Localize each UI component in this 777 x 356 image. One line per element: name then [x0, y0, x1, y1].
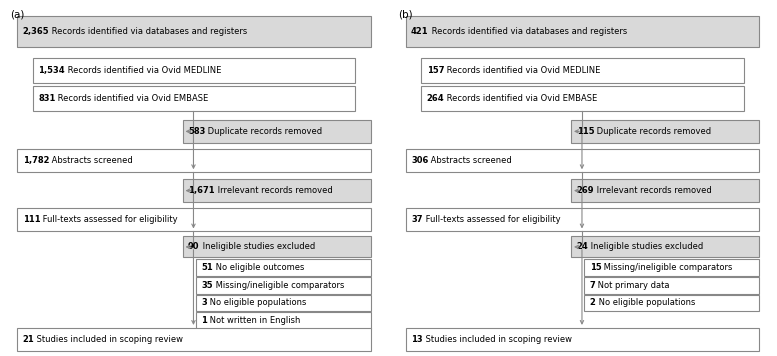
- Text: 7: 7: [590, 281, 595, 290]
- Text: 21: 21: [23, 335, 34, 344]
- Bar: [584, 277, 759, 294]
- Text: 831: 831: [38, 94, 55, 103]
- Text: Full-texts assessed for eligibility: Full-texts assessed for eligibility: [40, 215, 178, 224]
- Bar: [17, 149, 371, 172]
- Text: Abstracts screened: Abstracts screened: [49, 156, 133, 165]
- Bar: [196, 294, 371, 312]
- Bar: [17, 328, 371, 351]
- Text: 1,671: 1,671: [188, 186, 214, 195]
- Text: 157: 157: [427, 66, 444, 75]
- Text: Full-texts assessed for eligibility: Full-texts assessed for eligibility: [423, 215, 560, 224]
- Bar: [406, 16, 759, 47]
- Text: (b): (b): [399, 10, 413, 20]
- Text: Ineligible studies excluded: Ineligible studies excluded: [200, 242, 315, 251]
- Text: Duplicate records removed: Duplicate records removed: [205, 127, 322, 136]
- Bar: [17, 208, 371, 231]
- Text: 111: 111: [23, 215, 40, 224]
- Bar: [183, 179, 371, 202]
- Text: Records identified via databases and registers: Records identified via databases and reg…: [49, 27, 247, 36]
- Text: Ineligible studies excluded: Ineligible studies excluded: [588, 242, 703, 251]
- Bar: [183, 236, 371, 257]
- Bar: [421, 87, 744, 111]
- Bar: [406, 149, 759, 172]
- Text: (a): (a): [10, 10, 25, 20]
- Text: Missing/ineligible comparators: Missing/ineligible comparators: [601, 263, 733, 272]
- Text: Irrelevant records removed: Irrelevant records removed: [594, 186, 712, 195]
- Text: Irrelevant records removed: Irrelevant records removed: [214, 186, 333, 195]
- Text: 306: 306: [411, 156, 428, 165]
- Text: 3: 3: [201, 298, 207, 308]
- Text: 51: 51: [201, 263, 213, 272]
- Text: No eligible populations: No eligible populations: [207, 298, 306, 308]
- Text: 264: 264: [427, 94, 444, 103]
- Text: 1: 1: [201, 316, 207, 325]
- Text: Studies included in scoping review: Studies included in scoping review: [34, 335, 183, 344]
- Text: Not written in English: Not written in English: [207, 316, 301, 325]
- Bar: [571, 120, 759, 143]
- Bar: [196, 277, 371, 294]
- Text: No eligible outcomes: No eligible outcomes: [213, 263, 305, 272]
- Text: Abstracts screened: Abstracts screened: [428, 156, 512, 165]
- Text: 421: 421: [411, 27, 429, 36]
- Bar: [196, 312, 371, 329]
- Bar: [196, 259, 371, 276]
- Text: Records identified via Ovid MEDLINE: Records identified via Ovid MEDLINE: [444, 66, 601, 75]
- Text: 583: 583: [188, 127, 205, 136]
- Text: 1,782: 1,782: [23, 156, 49, 165]
- Text: Studies included in scoping review: Studies included in scoping review: [423, 335, 572, 344]
- Text: Missing/ineligible comparators: Missing/ineligible comparators: [213, 281, 344, 290]
- Text: 2: 2: [590, 298, 596, 308]
- Text: 115: 115: [577, 127, 594, 136]
- Text: Records identified via Ovid EMBASE: Records identified via Ovid EMBASE: [55, 94, 209, 103]
- Text: Not primary data: Not primary data: [595, 281, 670, 290]
- Text: Records identified via Ovid MEDLINE: Records identified via Ovid MEDLINE: [64, 66, 221, 75]
- Bar: [33, 58, 355, 83]
- Text: Records identified via databases and registers: Records identified via databases and reg…: [429, 27, 627, 36]
- Text: 2,365: 2,365: [23, 27, 49, 36]
- Text: Records identified via Ovid EMBASE: Records identified via Ovid EMBASE: [444, 94, 598, 103]
- Text: 15: 15: [590, 263, 601, 272]
- Text: 37: 37: [411, 215, 423, 224]
- Bar: [406, 208, 759, 231]
- Text: 13: 13: [411, 335, 423, 344]
- Bar: [183, 120, 371, 143]
- Bar: [571, 179, 759, 202]
- Text: Duplicate records removed: Duplicate records removed: [594, 127, 711, 136]
- Bar: [584, 294, 759, 312]
- Text: 35: 35: [201, 281, 213, 290]
- Text: 269: 269: [577, 186, 594, 195]
- Text: No eligible populations: No eligible populations: [596, 298, 695, 308]
- Bar: [17, 16, 371, 47]
- Bar: [421, 58, 744, 83]
- Bar: [571, 236, 759, 257]
- Bar: [584, 259, 759, 276]
- Text: 24: 24: [577, 242, 588, 251]
- Bar: [33, 87, 355, 111]
- Text: 90: 90: [188, 242, 200, 251]
- Bar: [406, 328, 759, 351]
- Text: 1,534: 1,534: [38, 66, 64, 75]
